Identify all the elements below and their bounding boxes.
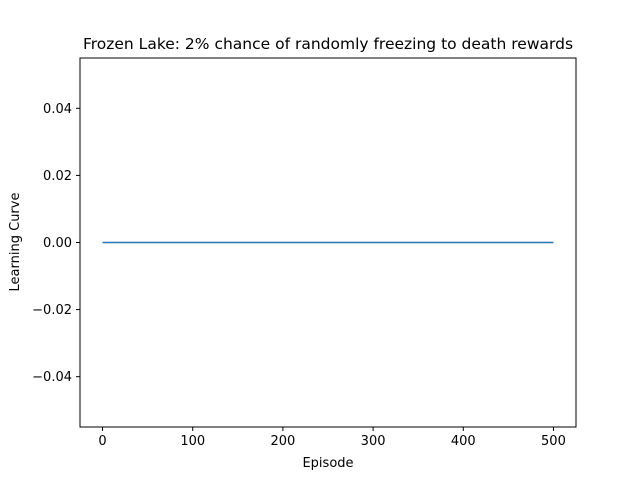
x-axis-ticks: 0 100 200 300 400 500 [98,427,566,449]
y-axis-ticks: −0.04 −0.02 0.00 0.02 0.04 [32,102,80,385]
y-tick-label: 0.02 [43,169,72,184]
x-tick-label: 400 [451,434,476,449]
x-axis-label: Episode [302,456,353,471]
y-tick-label: 0.04 [43,102,72,117]
x-tick-label: 300 [361,434,386,449]
x-tick-label: 200 [270,434,295,449]
y-tick-label: 0.00 [43,236,72,251]
y-tick-label: −0.04 [32,370,72,385]
plot-frame [79,57,577,428]
y-axis-label: Learning Curve [8,193,23,292]
chart-title: Frozen Lake: 2% chance of randomly freez… [83,35,573,53]
x-tick-label: 500 [541,434,566,449]
x-tick-label: 0 [98,434,106,449]
y-tick-label: −0.02 [32,303,72,318]
x-tick-label: 100 [180,434,205,449]
